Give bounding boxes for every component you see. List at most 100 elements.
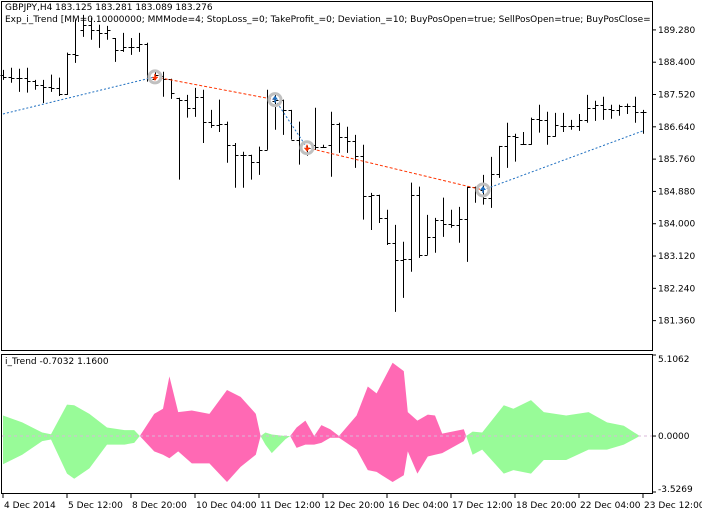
price-tick-label: 183.120 — [658, 252, 695, 262]
ohlc-bar — [552, 112, 559, 137]
ohlc-bar — [360, 144, 367, 220]
ohlc-bar — [624, 103, 631, 114]
ohlc-bar — [320, 144, 327, 148]
ohlc-bar — [16, 68, 23, 92]
ohlc-bar — [584, 94, 591, 123]
time-tick-label: 16 Dec 04:00 — [388, 501, 449, 511]
ohlc-bar — [184, 94, 191, 118]
time-tick-label: 11 Dec 12:00 — [260, 501, 321, 511]
ohlc-bar — [192, 87, 199, 117]
indicator-tick-label: 5.1062 — [658, 355, 690, 365]
ohlc-bar — [528, 117, 535, 145]
time-tick-label: 8 Dec 20:00 — [132, 501, 187, 511]
ohlc-bar — [88, 17, 95, 40]
buy-trade-line — [274, 99, 308, 149]
ohlc-bar — [416, 186, 423, 258]
symbol-info: GBPJPY,H4 183.125 183.281 183.089 183.27… — [5, 3, 213, 13]
arrow-down-icon — [152, 76, 158, 81]
ohlc-bar — [496, 145, 503, 178]
time-tick-label: 12 Dec 20:00 — [324, 501, 385, 511]
ohlc-bar — [488, 156, 495, 208]
ohlc-bar — [576, 113, 583, 131]
indicator-panel-frame — [1, 354, 653, 494]
ohlc-bar — [112, 37, 119, 62]
ohlc-bar — [560, 112, 567, 132]
indicator-area-up — [466, 400, 640, 474]
ohlc-bar — [336, 122, 343, 153]
ohlc-bar — [80, 14, 87, 37]
price-bars — [0, 14, 647, 312]
ohlc-bar — [392, 224, 399, 312]
ohlc-bar — [376, 194, 383, 223]
ohlc-bar — [168, 78, 175, 99]
ohlc-bar — [504, 122, 511, 168]
price-tick-label: 189.280 — [658, 26, 695, 36]
price-tick-label: 186.640 — [658, 123, 695, 133]
marker-ring — [267, 92, 283, 108]
ohlc-bar — [640, 109, 647, 134]
ohlc-bar — [56, 77, 63, 96]
ohlc-bar — [40, 79, 47, 103]
ohlc-bar — [240, 151, 247, 188]
ohlc-bar — [344, 126, 351, 153]
indicator-area-down — [290, 362, 467, 483]
indicator-info: i_Trend -0.7032 1.1600 — [5, 357, 109, 367]
price-tick-label: 181.360 — [658, 317, 695, 327]
price-tick-label: 184.880 — [658, 187, 695, 197]
ohlc-bar — [424, 214, 431, 256]
buy-deal-marker — [475, 182, 491, 198]
ohlc-bar — [328, 111, 335, 177]
ohlc-bar — [568, 119, 575, 130]
price-tick-label: 188.400 — [658, 58, 695, 68]
ohlc-bar — [368, 192, 375, 230]
ohlc-bar — [216, 99, 223, 132]
marker-ring — [147, 69, 163, 85]
ohlc-bar — [248, 154, 255, 180]
ohlc-bar — [448, 209, 455, 228]
ohlc-bar — [256, 146, 263, 175]
ohlc-bar — [600, 96, 607, 120]
indicator-tick-label: -3.5269 — [658, 485, 693, 495]
ohlc-bar — [232, 142, 239, 188]
ohlc-bar — [432, 217, 439, 253]
sell-trade-line — [306, 147, 484, 191]
ohlc-bar — [384, 209, 391, 246]
time-tick-label: 18 Dec 20:00 — [516, 501, 577, 511]
ohlc-bar — [104, 25, 111, 40]
ohlc-bar — [352, 134, 359, 168]
ohlc-bar — [208, 109, 215, 128]
time-tick-label: 4 Dec 2014 — [4, 501, 56, 511]
indicator-areas — [2, 362, 652, 483]
ohlc-bar — [400, 241, 407, 298]
ohlc-bar — [632, 96, 639, 123]
buy-trade-line — [482, 130, 644, 191]
time-tick-label: 10 Dec 04:00 — [196, 501, 257, 511]
buy-deal-marker — [267, 92, 283, 108]
ohlc-bar — [64, 52, 71, 95]
ohlc-bar — [136, 32, 143, 52]
time-tick-label: 5 Dec 12:00 — [68, 501, 123, 511]
ohlc-bar — [536, 104, 543, 133]
ohlc-bar — [288, 109, 295, 141]
ohlc-bar — [96, 24, 103, 48]
indicator-area-up — [3, 404, 140, 479]
ohlc-bar — [592, 100, 599, 121]
price-tick-label: 184.000 — [658, 220, 695, 230]
arrow-up-icon — [272, 95, 278, 100]
sell-deal-marker — [147, 69, 163, 85]
ohlc-bar — [520, 131, 527, 145]
ohlc-bar — [456, 206, 463, 243]
marker-ring — [475, 182, 491, 198]
ohlc-bar — [280, 99, 287, 135]
indicator-area-down — [139, 376, 261, 483]
main-panel-frame — [1, 1, 653, 351]
price-tick-label: 182.240 — [658, 284, 695, 294]
indicator-area-up — [260, 432, 291, 454]
ohlc-bar — [176, 97, 183, 180]
ohlc-bar — [608, 104, 615, 119]
expert-advisor-info: Exp_i_Trend [MM=0.10000000; MMMode=4; St… — [5, 15, 651, 25]
ohlc-bar — [128, 37, 135, 55]
ohlc-bar — [544, 111, 551, 145]
price-tick-label: 187.520 — [658, 91, 695, 101]
